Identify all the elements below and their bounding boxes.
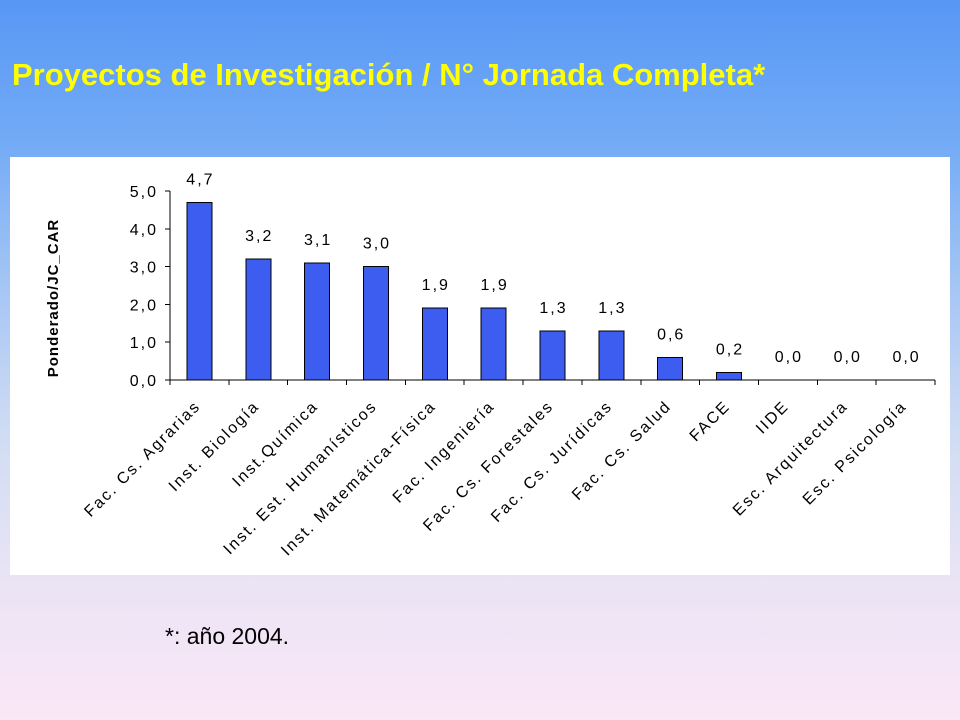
data-label-inst-est-humanisticos: 3,0: [363, 236, 391, 253]
bar-fac-cs-juridicas: [598, 330, 625, 381]
category-label-esc-psicologia: Esc. Psicología: [800, 398, 911, 509]
bar-fac-cs-salud: [657, 356, 684, 381]
data-label-esc-psicologia: 0,0: [892, 349, 920, 366]
chart-panel: Ponderado/JC_CAR 0,0 1,0 2,0 3,0 4,0 5,0 4,7 3…: [10, 157, 950, 575]
data-label-inst-matematica-fisica: 1,9: [422, 277, 450, 294]
data-label-inst-quimica: 3,1: [304, 232, 332, 249]
slide-title: Proyectos de Investigación / N° Jornada …: [12, 57, 766, 92]
data-label-esc-arquitectura: 0,0: [834, 349, 862, 366]
category-label-fac-cs-salud: Fac. Cs. Salud: [569, 398, 675, 504]
y-tick-label: 2,0: [130, 297, 158, 314]
data-label-inst-biologia: 3,2: [245, 228, 273, 245]
category-label-face: FACE: [687, 398, 734, 445]
y-tick-label: 4,0: [130, 222, 158, 239]
category-label-esc-arquitectura: Esc. Arquitectura: [730, 398, 852, 520]
category-label-fac-cs-juridicas: Fac. Cs. Jurídicas: [488, 398, 616, 526]
data-label-fac-cs-agrarias: 4,7: [186, 171, 214, 188]
bar-inst-est-humanisticos: [362, 266, 389, 381]
bar-inst-quimica: [304, 262, 331, 381]
data-label-fac-cs-forestales: 1,3: [539, 300, 567, 317]
data-label-fac-cs-juridicas: 1,3: [598, 300, 626, 317]
bar-inst-biologia: [245, 258, 272, 381]
bar-fac-ingenieria: [480, 307, 507, 381]
data-label-iide: 0,0: [775, 349, 803, 366]
y-axis-title: Ponderado/JC_CAR: [45, 219, 62, 378]
data-label-fac-cs-salud: 0,6: [657, 326, 685, 343]
y-tick-label: 3,0: [130, 260, 158, 277]
y-tick-label: 0,0: [130, 373, 158, 390]
bar-inst-matematica-fisica: [421, 307, 448, 381]
bar-fac-cs-forestales: [539, 330, 566, 381]
y-tick-label: 1,0: [130, 335, 158, 352]
bars: [186, 201, 743, 381]
bar-fac-cs-agrarias: [186, 201, 213, 381]
bar-chart: Ponderado/JC_CAR 0,0 1,0 2,0 3,0 4,0 5,0 4,7 3…: [45, 171, 936, 559]
data-label-fac-ingenieria: 1,9: [481, 277, 509, 294]
category-label-fac-cs-agrarias: Fac. Cs. Agrarias: [81, 398, 204, 521]
bar-face: [716, 371, 743, 381]
category-label-iide: IIDE: [753, 398, 793, 438]
category-label-fac-ingenieria: Fac. Ingeniería: [390, 398, 499, 507]
data-labels: 4,7 3,2 3,1 3,0 1,9 1,9 1,3 1,3 0,6 0,2 0,0 0,0 0,0: [186, 171, 920, 366]
y-tick-label: 5,0: [130, 184, 158, 201]
data-label-face: 0,2: [716, 341, 744, 358]
footnote: *: año 2004.: [165, 623, 290, 649]
y-axis: 0,0 1,0 2,0 3,0 4,0 5,0: [130, 184, 171, 390]
x-axis: [169, 379, 936, 385]
